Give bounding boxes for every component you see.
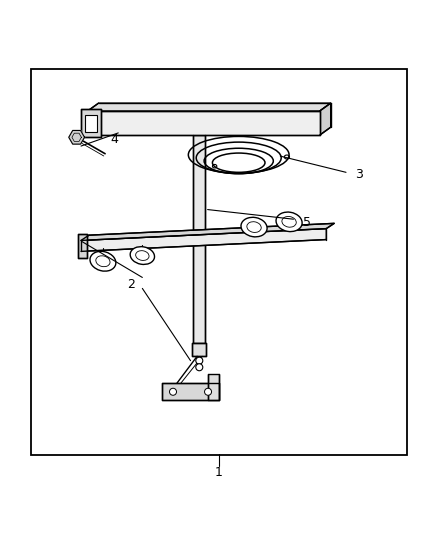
Circle shape	[170, 388, 177, 395]
Polygon shape	[81, 223, 334, 240]
Polygon shape	[81, 229, 326, 252]
Text: 3: 3	[355, 168, 363, 181]
Bar	[85, 115, 97, 132]
Text: 5: 5	[303, 216, 311, 229]
Polygon shape	[88, 103, 331, 111]
Circle shape	[205, 388, 212, 395]
Polygon shape	[162, 383, 219, 400]
Polygon shape	[320, 103, 331, 135]
Ellipse shape	[276, 212, 302, 231]
Circle shape	[196, 364, 203, 371]
Text: 1: 1	[215, 466, 223, 479]
Text: 2: 2	[127, 278, 135, 290]
Polygon shape	[78, 234, 87, 258]
Ellipse shape	[130, 247, 155, 264]
Ellipse shape	[90, 252, 116, 271]
Polygon shape	[88, 111, 320, 135]
Polygon shape	[193, 243, 205, 343]
Bar	[208, 374, 219, 400]
Circle shape	[196, 357, 203, 364]
Bar	[31, 69, 407, 455]
Ellipse shape	[282, 216, 296, 227]
Ellipse shape	[136, 251, 149, 261]
Ellipse shape	[247, 222, 261, 232]
Polygon shape	[69, 131, 85, 144]
Text: 4: 4	[110, 133, 118, 146]
Polygon shape	[192, 343, 206, 356]
Polygon shape	[193, 135, 205, 243]
Polygon shape	[81, 109, 101, 138]
Ellipse shape	[241, 217, 267, 237]
Ellipse shape	[96, 256, 110, 266]
